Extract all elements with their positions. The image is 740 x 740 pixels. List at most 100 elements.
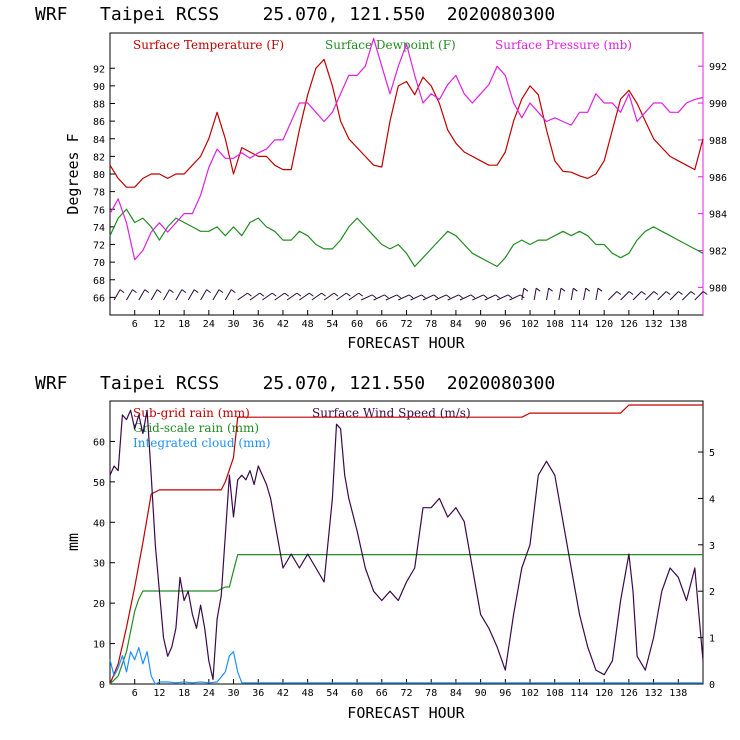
wind-barb-flag xyxy=(628,291,634,295)
top-y-tick-label: 90 xyxy=(93,82,105,93)
wind-barb-flag xyxy=(231,289,236,294)
top-x-tick-label: 72 xyxy=(400,319,412,330)
legend-temperature: Surface Temperature (F) xyxy=(133,38,284,52)
top-y2-tick-label: 982 xyxy=(709,246,727,257)
wind-barb-flag xyxy=(548,287,553,292)
wind-barb-mark xyxy=(398,294,410,301)
wind-barb-mark xyxy=(620,291,630,301)
wind-barb-flag xyxy=(470,294,476,299)
wind-barb-mark xyxy=(262,292,273,301)
wind-barb-flag xyxy=(495,294,500,299)
wind-barb-mark xyxy=(237,292,248,301)
top-x-tick-label: 36 xyxy=(252,319,264,330)
top-x-tick-label: 24 xyxy=(203,319,215,330)
wind-barb-flag xyxy=(193,289,199,294)
wind-barb-mark xyxy=(360,294,373,301)
bottom-y-tick-label: 20 xyxy=(93,599,105,610)
wind-barb-mark xyxy=(175,289,183,301)
wind-barb-flag xyxy=(445,294,451,299)
bottom-x-tick-label: 48 xyxy=(302,688,314,699)
wind-barb-flag xyxy=(271,292,277,297)
legend-subgrid-rain: Sub-grid rain (mm) xyxy=(133,406,250,420)
top-x-tick-label: 6 xyxy=(132,319,138,330)
wind-barb-flag xyxy=(690,291,696,295)
wind-barb-mark xyxy=(286,292,298,301)
bottom-x-tick-label: 24 xyxy=(203,688,215,699)
top-x-tick-label: 138 xyxy=(669,319,687,330)
top-x-tick-label: 102 xyxy=(521,319,539,330)
wind-barb-mark xyxy=(299,292,310,301)
legend-dewpoint: Surface Dewpoint (F) xyxy=(325,38,456,52)
wind-barb-flag xyxy=(507,294,513,299)
wind-barb-mark xyxy=(150,289,158,301)
wind-barb-flag xyxy=(308,292,314,297)
wind-barb-mark xyxy=(570,288,574,301)
wind-barb-flag xyxy=(458,294,463,299)
legend-integrated-cloud: Integrated cloud (mm) xyxy=(133,436,271,450)
wind-barb-mark xyxy=(224,289,232,301)
top-x-tick-label: 42 xyxy=(277,319,289,330)
top-x-tick-label: 132 xyxy=(645,319,663,330)
wind-barb-flag xyxy=(702,291,708,295)
top-x-tick-label: 84 xyxy=(450,319,462,330)
top-y-tick-label: 92 xyxy=(93,64,105,75)
bottom-x-tick-label: 78 xyxy=(425,688,437,699)
top-y-tick-label: 74 xyxy=(93,223,105,234)
wind-barb-flag xyxy=(144,289,150,294)
pressure-line xyxy=(109,37,704,261)
top-y-tick-label: 80 xyxy=(93,170,105,181)
bottom-axis-ticks: 6 12 18 24 30 36 42 48 54 60 66 72 78 84 90 96 102 108 114… xyxy=(93,437,715,699)
bottom-panel-title: WRF Taipei RCSS 25.070, 121.550 20200803… xyxy=(35,373,555,394)
wind-barb-mark xyxy=(410,294,422,301)
top-axis-ticks: 6 12 18 24 30 36 42 48 54 60 66 72 78 84 90 96 102 108 114… xyxy=(93,62,727,330)
bottom-x-tick-label: 138 xyxy=(669,688,687,699)
top-x-axis-label: FORECAST HOUR xyxy=(347,334,465,352)
bottom-x-tick-label: 96 xyxy=(499,688,511,699)
wind-barb-mark xyxy=(422,294,435,301)
bottom-x-tick-label: 108 xyxy=(546,688,564,699)
wind-barb-mark xyxy=(435,294,447,301)
wind-barb-mark xyxy=(595,288,599,301)
wind-barb-flag xyxy=(408,294,414,299)
top-y-tick-label: 88 xyxy=(93,100,105,111)
top-y-axis-label: Degrees F xyxy=(64,133,82,214)
wind-barb-flag xyxy=(597,287,603,292)
wind-barb-mark xyxy=(113,289,121,301)
precipitation-panel: WRF Taipei RCSS 25.070, 121.550 20200803… xyxy=(35,373,715,722)
wind-barb-mark xyxy=(682,291,692,301)
wind-barb-mark xyxy=(607,291,618,301)
wind-barb-flag xyxy=(169,289,174,294)
top-y2-tick-label: 980 xyxy=(709,283,727,294)
bottom-x-tick-label: 12 xyxy=(153,688,165,699)
top-x-tick-label: 78 xyxy=(425,319,437,330)
wind-barb-flag xyxy=(218,289,224,294)
top-y2-tick-label: 992 xyxy=(709,62,727,73)
wind-barb-mark xyxy=(187,289,195,301)
wind-barb-flag xyxy=(641,291,646,295)
wind-barb-mark xyxy=(669,291,679,301)
bottom-x-tick-label: 84 xyxy=(450,688,462,699)
wind-barb-mark xyxy=(163,289,170,301)
wind-barb-mark xyxy=(126,289,133,301)
wind-barb-mark xyxy=(385,294,398,301)
bottom-x-tick-label: 18 xyxy=(178,688,190,699)
bottom-x-tick-label: 90 xyxy=(475,688,487,699)
bottom-x-tick-label: 6 xyxy=(132,688,138,699)
bottom-x-tick-label: 126 xyxy=(620,688,638,699)
wind-barb-mark xyxy=(274,292,285,301)
top-x-tick-label: 120 xyxy=(595,319,613,330)
wind-barb-flag xyxy=(156,289,162,294)
gridscale-rain-line xyxy=(109,553,703,685)
wind-barb-flag xyxy=(523,287,529,292)
wind-barb-mark xyxy=(657,291,667,301)
wind-barb-flag xyxy=(181,289,187,294)
top-y-tick-label: 66 xyxy=(93,293,105,304)
bottom-x-tick-label: 60 xyxy=(351,688,363,699)
bottom-y-tick-label: 60 xyxy=(93,437,105,448)
wind-barb-flag xyxy=(321,292,326,297)
top-y2-tick-label: 984 xyxy=(709,210,727,221)
wind-barb-flag xyxy=(396,294,402,299)
wind-barb-flag xyxy=(433,294,439,299)
bottom-x-tick-label: 102 xyxy=(521,688,539,699)
